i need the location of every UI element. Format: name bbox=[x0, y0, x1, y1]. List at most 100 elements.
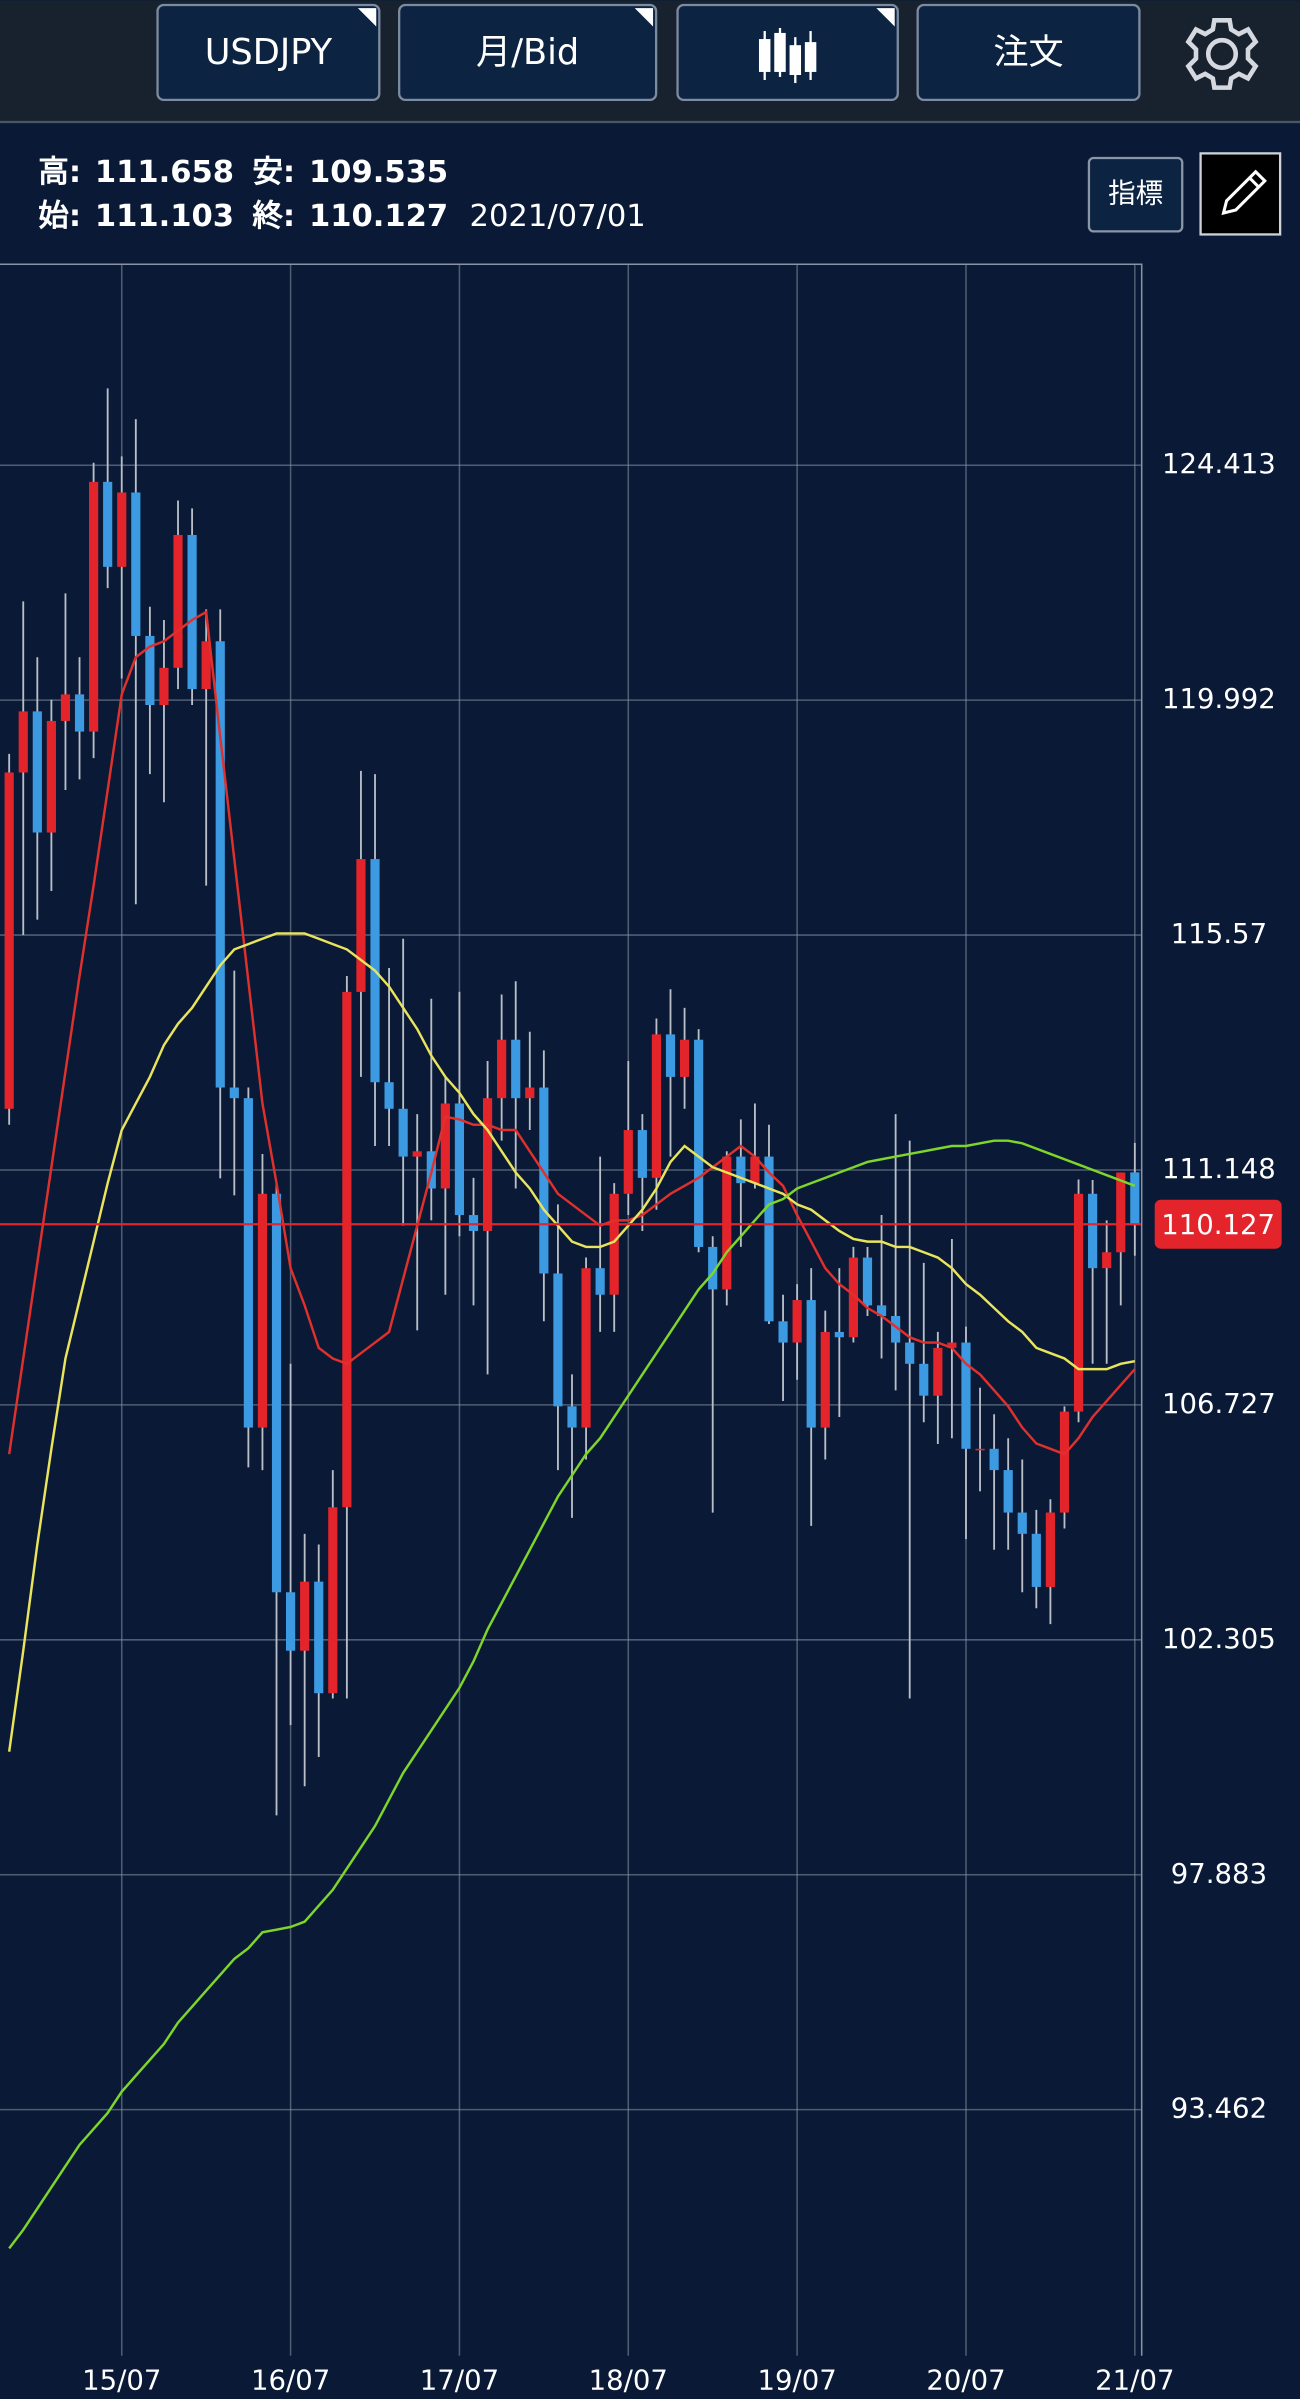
candle-body bbox=[834, 1331, 844, 1338]
x-tick-label: 21/07 bbox=[1095, 2365, 1174, 2397]
candle-body bbox=[679, 1039, 690, 1077]
x-tick-label: 19/07 bbox=[757, 2365, 836, 2397]
date: 2021/07/01 bbox=[470, 199, 646, 234]
candle-body bbox=[1031, 1533, 1041, 1587]
candle-body bbox=[694, 1039, 704, 1247]
y-tick-label: 115.57 bbox=[1171, 918, 1267, 950]
candle-body bbox=[525, 1087, 535, 1099]
candle-body bbox=[89, 481, 99, 732]
candle-body bbox=[497, 1039, 507, 1099]
candle-body bbox=[4, 772, 14, 1109]
candle-body bbox=[159, 667, 169, 706]
candle-body bbox=[792, 1300, 802, 1343]
candle-body bbox=[187, 534, 197, 690]
candle-body bbox=[989, 1448, 999, 1471]
candle-body bbox=[975, 1448, 985, 1451]
candle-body bbox=[18, 711, 28, 773]
candle-body bbox=[651, 1034, 662, 1178]
candle-body bbox=[131, 492, 141, 636]
indicator-label: 指標 bbox=[1108, 178, 1163, 210]
y-tick-label: 119.992 bbox=[1162, 683, 1276, 715]
high-value: 111.658 bbox=[95, 155, 234, 190]
candle-body bbox=[919, 1363, 929, 1396]
candle-body bbox=[637, 1130, 647, 1178]
last-price-tag bbox=[1154, 1199, 1282, 1249]
candle-body bbox=[356, 859, 366, 992]
draw-button[interactable] bbox=[1199, 152, 1282, 236]
moving-average-line bbox=[7, 610, 1136, 1456]
candle-body bbox=[286, 1592, 296, 1651]
plot-area bbox=[0, 388, 1141, 2250]
candle-body bbox=[609, 1193, 619, 1295]
candle-body bbox=[74, 694, 85, 732]
candle-body bbox=[440, 1103, 450, 1189]
y-tick-label: 111.148 bbox=[1162, 1153, 1276, 1185]
candle-body bbox=[300, 1581, 310, 1651]
candle-body bbox=[398, 1108, 408, 1157]
last-price-label: 110.127 bbox=[1161, 1209, 1275, 1241]
candle-body bbox=[539, 1087, 549, 1274]
candle-body bbox=[384, 1082, 394, 1109]
candle-body bbox=[947, 1342, 957, 1348]
candle-body bbox=[862, 1257, 873, 1306]
candle-body bbox=[46, 720, 56, 833]
order-button[interactable]: 注文 bbox=[916, 3, 1141, 101]
candle-body bbox=[820, 1331, 830, 1428]
low-value: 109.535 bbox=[309, 155, 448, 190]
x-tick-label: 20/07 bbox=[926, 2365, 1005, 2397]
candle-body bbox=[468, 1215, 479, 1231]
candle-body bbox=[623, 1130, 633, 1194]
y-tick-label: 124.413 bbox=[1162, 448, 1276, 480]
candle-body bbox=[117, 492, 127, 567]
candle-body bbox=[511, 1039, 521, 1099]
candle-body bbox=[1045, 1512, 1055, 1587]
moving-average-line bbox=[8, 1139, 1136, 2250]
candle-body bbox=[736, 1156, 746, 1184]
candle-body bbox=[778, 1321, 788, 1343]
candle-body bbox=[806, 1300, 816, 1428]
candle-body bbox=[1088, 1193, 1098, 1269]
chart-type-button[interactable] bbox=[676, 3, 899, 101]
candle-body bbox=[553, 1273, 563, 1407]
candle-body bbox=[103, 481, 113, 567]
period-button[interactable]: 月/Bid bbox=[398, 3, 658, 101]
moving-average-line bbox=[7, 932, 1136, 1752]
candle-body bbox=[229, 1087, 239, 1099]
candle-body bbox=[342, 991, 352, 1508]
candle-body bbox=[708, 1246, 718, 1290]
grid bbox=[0, 263, 1141, 2356]
candle-body bbox=[961, 1342, 971, 1449]
candle-body bbox=[60, 694, 71, 721]
candle-body bbox=[482, 1098, 493, 1231]
candle-body bbox=[173, 534, 183, 668]
period-label: 月/Bid bbox=[476, 32, 579, 73]
open-value: 111.103 bbox=[95, 199, 234, 234]
candle-body bbox=[1130, 1172, 1140, 1225]
candle-body bbox=[722, 1156, 732, 1290]
candle-body bbox=[257, 1193, 268, 1428]
candle-body bbox=[1116, 1172, 1126, 1253]
y-tick-label: 97.883 bbox=[1171, 1858, 1267, 1890]
candle-body bbox=[201, 641, 211, 690]
candle-body bbox=[891, 1315, 901, 1343]
price-info: 高: 111.658 安: 109.535 始: 111.103 終: 110.… bbox=[38, 155, 646, 234]
candle-body bbox=[567, 1406, 577, 1428]
candle-body bbox=[750, 1156, 760, 1184]
candle-body bbox=[243, 1098, 253, 1428]
x-tick-label: 18/07 bbox=[589, 2365, 668, 2397]
candle-body bbox=[764, 1156, 774, 1322]
axes: 93.462 97.883 102.305 106.727 111.148 115.57 1… bbox=[82, 448, 1282, 2397]
candle-body bbox=[1017, 1512, 1027, 1534]
indicator-button[interactable]: 指標 bbox=[1087, 156, 1184, 233]
candle-body bbox=[1059, 1411, 1070, 1513]
settings-button[interactable] bbox=[1185, 18, 1259, 90]
candle-body bbox=[454, 1103, 465, 1216]
candle-body bbox=[905, 1342, 915, 1364]
candle-body bbox=[1073, 1193, 1084, 1412]
candle-body bbox=[215, 641, 225, 1088]
open-label: 始: bbox=[38, 199, 81, 234]
y-tick-label: 102.305 bbox=[1162, 1623, 1276, 1655]
symbol-button[interactable]: USDJPY bbox=[156, 3, 381, 101]
y-tick-label: 106.727 bbox=[1162, 1388, 1276, 1420]
candle-body bbox=[271, 1193, 282, 1593]
